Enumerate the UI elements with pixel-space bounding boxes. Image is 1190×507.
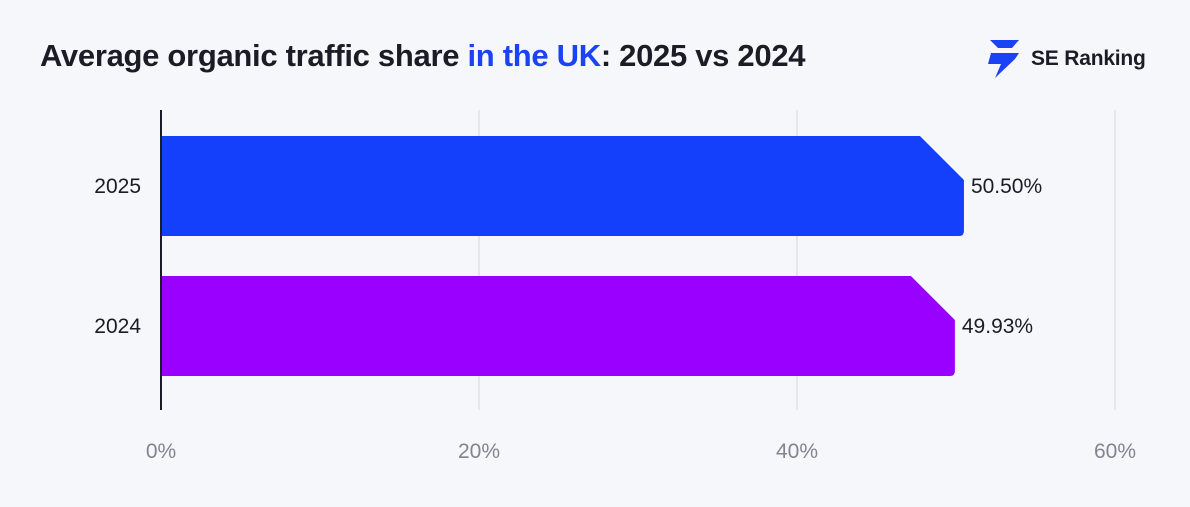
value-label-2025: 50.50% — [971, 175, 1042, 198]
x-tick-label-40: 40% — [776, 440, 818, 463]
chart-title-highlight: in the UK — [467, 38, 601, 73]
bar-2025 — [161, 136, 964, 236]
chart-title: Average organic traffic share in the UK:… — [40, 38, 806, 74]
x-tick-label-0: 0% — [146, 440, 176, 463]
chart-title-suffix: : 2025 vs 2024 — [600, 38, 806, 73]
chart-title-prefix: Average organic traffic share — [40, 38, 468, 73]
se-ranking-logo-icon — [988, 40, 1019, 78]
x-tick-label-60: 60% — [1094, 440, 1136, 463]
value-label-2024: 49.93% — [962, 315, 1033, 338]
y-category-label-2024: 2024 — [94, 315, 141, 338]
brand-name: SE Ranking — [1031, 47, 1146, 70]
bar-2024 — [161, 276, 955, 376]
x-tick-label-20: 20% — [458, 440, 500, 463]
y-category-label-2025: 2025 — [94, 175, 141, 198]
brand-logo: SE Ranking — [986, 38, 1146, 80]
